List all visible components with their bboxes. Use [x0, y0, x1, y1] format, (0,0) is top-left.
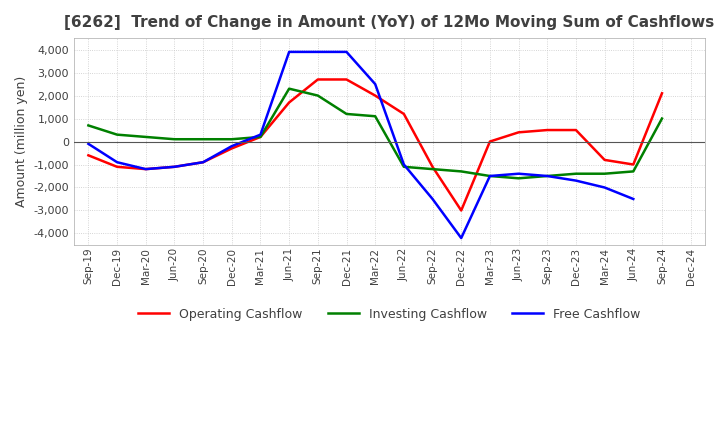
Free Cashflow — [514, 171, 523, 176]
Operating Cashflow — [629, 162, 638, 167]
Operating Cashflow — [170, 164, 179, 169]
Free Cashflow — [199, 160, 207, 165]
Operating Cashflow — [657, 91, 666, 96]
Operating Cashflow — [84, 153, 93, 158]
Line: Free Cashflow: Free Cashflow — [89, 52, 634, 238]
Operating Cashflow — [514, 130, 523, 135]
Investing Cashflow — [485, 173, 494, 179]
Operating Cashflow — [400, 111, 408, 117]
Investing Cashflow — [313, 93, 322, 98]
Investing Cashflow — [342, 111, 351, 117]
Investing Cashflow — [256, 134, 265, 139]
Operating Cashflow — [256, 134, 265, 139]
Investing Cashflow — [543, 173, 552, 179]
Free Cashflow — [371, 81, 379, 87]
Operating Cashflow — [600, 157, 609, 162]
Operating Cashflow — [543, 128, 552, 133]
Operating Cashflow — [113, 164, 122, 169]
Free Cashflow — [285, 49, 294, 55]
Free Cashflow — [629, 196, 638, 202]
Free Cashflow — [600, 185, 609, 190]
Investing Cashflow — [457, 169, 466, 174]
Operating Cashflow — [141, 166, 150, 172]
Investing Cashflow — [170, 136, 179, 142]
Line: Operating Cashflow: Operating Cashflow — [89, 80, 662, 210]
Investing Cashflow — [400, 164, 408, 169]
Operating Cashflow — [342, 77, 351, 82]
Free Cashflow — [228, 143, 236, 149]
Operating Cashflow — [485, 139, 494, 144]
Operating Cashflow — [285, 100, 294, 105]
Investing Cashflow — [514, 176, 523, 181]
Free Cashflow — [485, 173, 494, 179]
Operating Cashflow — [199, 160, 207, 165]
Free Cashflow — [400, 162, 408, 167]
Investing Cashflow — [228, 136, 236, 142]
Investing Cashflow — [84, 123, 93, 128]
Legend: Operating Cashflow, Investing Cashflow, Free Cashflow: Operating Cashflow, Investing Cashflow, … — [133, 303, 646, 326]
Y-axis label: Amount (million yen): Amount (million yen) — [15, 76, 28, 207]
Operating Cashflow — [457, 208, 466, 213]
Investing Cashflow — [657, 116, 666, 121]
Investing Cashflow — [600, 171, 609, 176]
Investing Cashflow — [199, 136, 207, 142]
Free Cashflow — [543, 173, 552, 179]
Investing Cashflow — [572, 171, 580, 176]
Free Cashflow — [84, 141, 93, 147]
Free Cashflow — [113, 160, 122, 165]
Free Cashflow — [428, 196, 437, 202]
Investing Cashflow — [141, 134, 150, 139]
Investing Cashflow — [285, 86, 294, 92]
Line: Investing Cashflow: Investing Cashflow — [89, 89, 662, 178]
Free Cashflow — [572, 178, 580, 183]
Operating Cashflow — [428, 164, 437, 169]
Operating Cashflow — [371, 93, 379, 98]
Title: [6262]  Trend of Change in Amount (YoY) of 12Mo Moving Sum of Cashflows: [6262] Trend of Change in Amount (YoY) o… — [64, 15, 715, 30]
Free Cashflow — [313, 49, 322, 55]
Operating Cashflow — [313, 77, 322, 82]
Free Cashflow — [141, 166, 150, 172]
Investing Cashflow — [428, 166, 437, 172]
Operating Cashflow — [572, 128, 580, 133]
Investing Cashflow — [629, 169, 638, 174]
Operating Cashflow — [228, 146, 236, 151]
Investing Cashflow — [113, 132, 122, 137]
Free Cashflow — [256, 132, 265, 137]
Free Cashflow — [170, 164, 179, 169]
Free Cashflow — [457, 235, 466, 241]
Investing Cashflow — [371, 114, 379, 119]
Free Cashflow — [342, 49, 351, 55]
